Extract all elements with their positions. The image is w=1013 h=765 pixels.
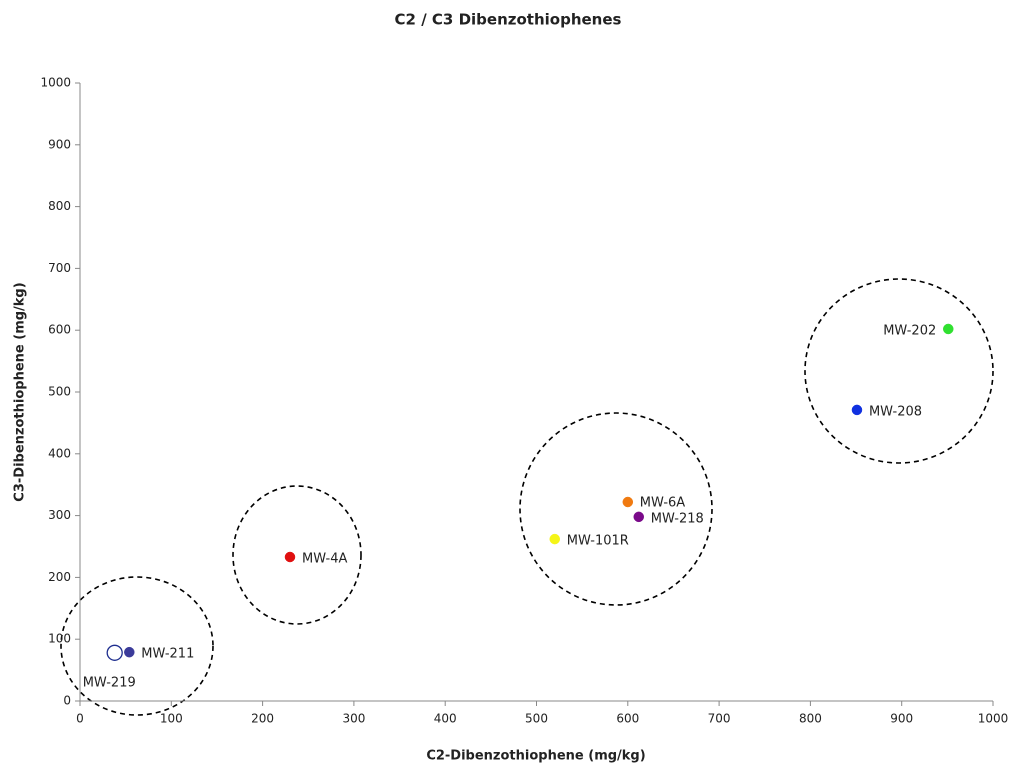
y-tick-label: 0 — [63, 694, 71, 708]
y-tick-label: 300 — [48, 508, 71, 522]
y-axis-title: C3-Dibenzothiophene (mg/kg) — [13, 282, 28, 501]
point-label: MW-101R — [567, 534, 629, 549]
point — [549, 533, 561, 545]
point-label: MW-4A — [302, 552, 348, 567]
x-tick-label: 600 — [616, 712, 639, 726]
point — [124, 646, 135, 658]
x-tick-label: 800 — [799, 712, 822, 726]
point — [943, 323, 954, 335]
chart-title: C2 / C3 Dibenzothiophenes — [395, 11, 622, 29]
point — [622, 496, 634, 508]
y-tick-label: 700 — [48, 261, 71, 275]
point-label: MW-218 — [651, 511, 704, 526]
point-label: MW-202 — [883, 323, 936, 338]
y-tick-label: 200 — [48, 570, 71, 584]
point-label: MW-6A — [640, 496, 686, 511]
x-tick-label: 0 — [76, 712, 84, 726]
y-tick-label: 100 — [48, 632, 71, 646]
point — [851, 404, 863, 416]
y-tick-label: 900 — [48, 137, 71, 151]
x-tick-label: 900 — [890, 712, 913, 726]
x-axis-title: C2-Dibenzothiophene (mg/kg) — [426, 749, 645, 764]
group-circle — [60, 576, 214, 716]
y-tick-label: 400 — [48, 446, 71, 460]
y-tick-label: 600 — [48, 323, 71, 337]
y-tick-label: 500 — [48, 385, 71, 399]
x-tick-label: 500 — [525, 712, 548, 726]
x-tick-label: 100 — [160, 712, 183, 726]
group-circle — [232, 485, 362, 625]
x-tick-label: 300 — [342, 712, 365, 726]
point-label: MW-208 — [869, 404, 922, 419]
group-circle — [519, 412, 713, 606]
point — [633, 511, 645, 523]
x-tick-label: 200 — [251, 712, 274, 726]
y-tick-label: 1000 — [40, 76, 71, 90]
group-circle — [804, 278, 994, 464]
x-tick-label: 700 — [708, 712, 731, 726]
point — [106, 644, 123, 661]
point-label: MW-219 — [83, 675, 136, 690]
y-tick-label: 800 — [48, 199, 71, 213]
x-tick-label: 1000 — [978, 712, 1009, 726]
point-label: MW-211 — [141, 647, 194, 662]
point — [284, 551, 296, 563]
x-tick-label: 400 — [434, 712, 457, 726]
